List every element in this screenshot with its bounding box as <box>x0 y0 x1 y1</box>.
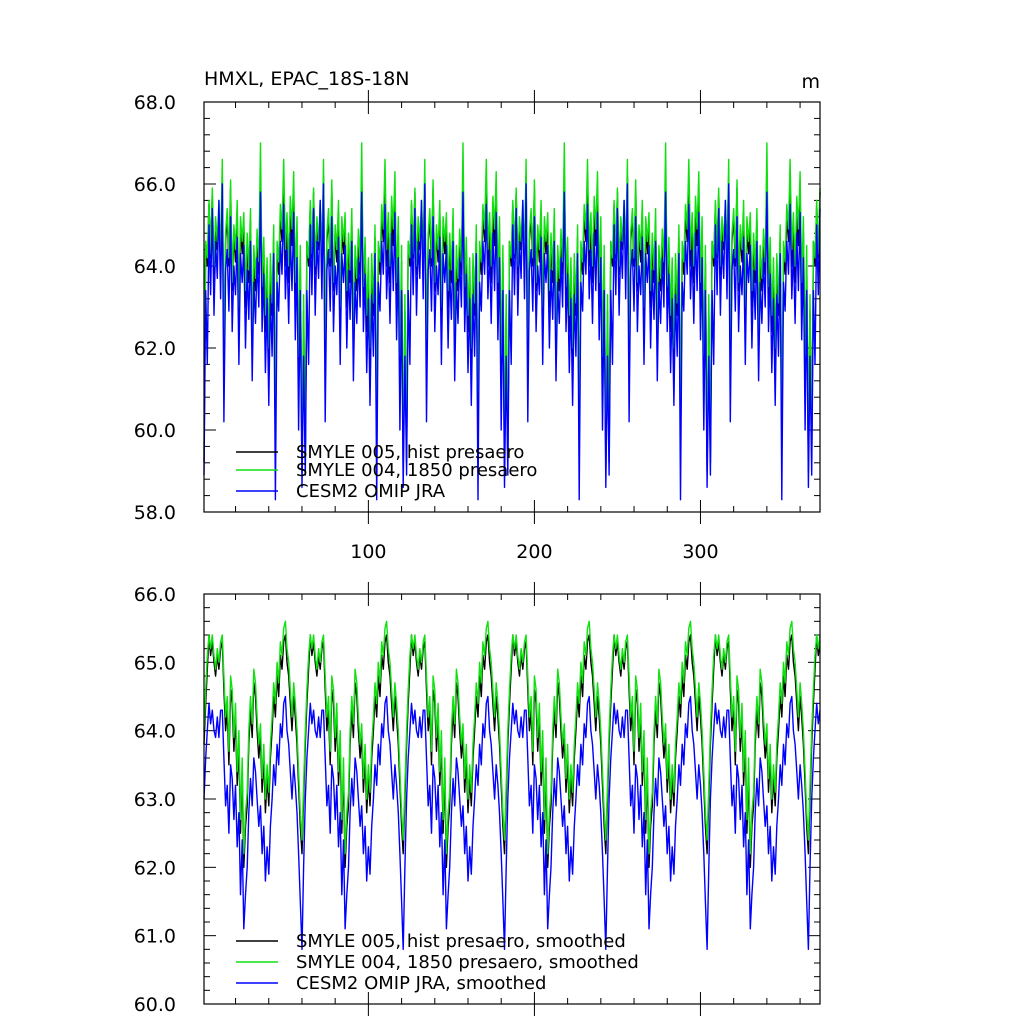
top-chart-unit: m <box>801 71 820 93</box>
bottom-plot-frame <box>203 593 821 1005</box>
top-chart-title: HMXL, EPAC_18S-18N <box>204 68 410 90</box>
top-legend-label-1: SMYLE 005, hist presaero <box>296 442 524 463</box>
top-legend-label-2: SMYLE 004, 1850 presaero <box>296 460 537 481</box>
top-ytick-label: 66.0 <box>134 174 176 196</box>
bottom-legend-label-2: SMYLE 004, 1850 presaero, smoothed <box>296 952 639 973</box>
top-plot-frame <box>203 101 821 513</box>
bottom-series-line-3 <box>203 695 821 950</box>
top-ytick-label: 60.0 <box>134 420 176 442</box>
bottom-series-line-2 <box>203 620 821 855</box>
bottom-series-lines <box>203 620 821 950</box>
top-legend: SMYLE 005, hist presaero SMYLE 004, 1850… <box>236 442 537 502</box>
bottom-series-line-1 <box>203 634 821 868</box>
bottom-ytick-label: 65.0 <box>134 652 176 674</box>
top-xtick-label: 300 <box>682 541 718 563</box>
top-axis-ticks: 58.0 60.0 62.0 64.0 66.0 68.0 100 200 300 <box>134 90 820 563</box>
top-ytick-label: 62.0 <box>134 338 176 360</box>
top-series-line-3 <box>203 183 821 501</box>
top-ytick-label: 68.0 <box>134 92 176 114</box>
top-series-lines <box>203 142 821 501</box>
bottom-ytick-label: 66.0 <box>134 584 176 606</box>
top-panel: HMXL, EPAC_18S-18N m 58.0 60.0 62.0 64.0 66.… <box>134 68 821 563</box>
top-xtick-label: 100 <box>350 541 386 563</box>
top-ytick-label: 64.0 <box>134 256 176 278</box>
bottom-ytick-label: 64.0 <box>134 721 176 743</box>
top-legend-label-3: CESM2 OMIP JRA <box>296 481 446 502</box>
top-ytick-label: 58.0 <box>134 502 176 524</box>
top-xtick-label: 200 <box>516 541 552 563</box>
bottom-panel: 60.0 61.0 62.0 63.0 64.0 65.0 66.0 SMYLE 005, … <box>134 582 821 1016</box>
bottom-ytick-label: 61.0 <box>134 926 176 948</box>
bottom-legend-label-1: SMYLE 005, hist presaero, smoothed <box>296 931 626 952</box>
bottom-ytick-label: 63.0 <box>134 789 176 811</box>
bottom-legend-label-3: CESM2 OMIP JRA, smoothed <box>296 973 546 994</box>
bottom-legend: SMYLE 005, hist presaero, smoothed SMYLE… <box>236 931 639 994</box>
bottom-ytick-label: 60.0 <box>134 994 176 1016</box>
bottom-ytick-label: 62.0 <box>134 857 176 879</box>
